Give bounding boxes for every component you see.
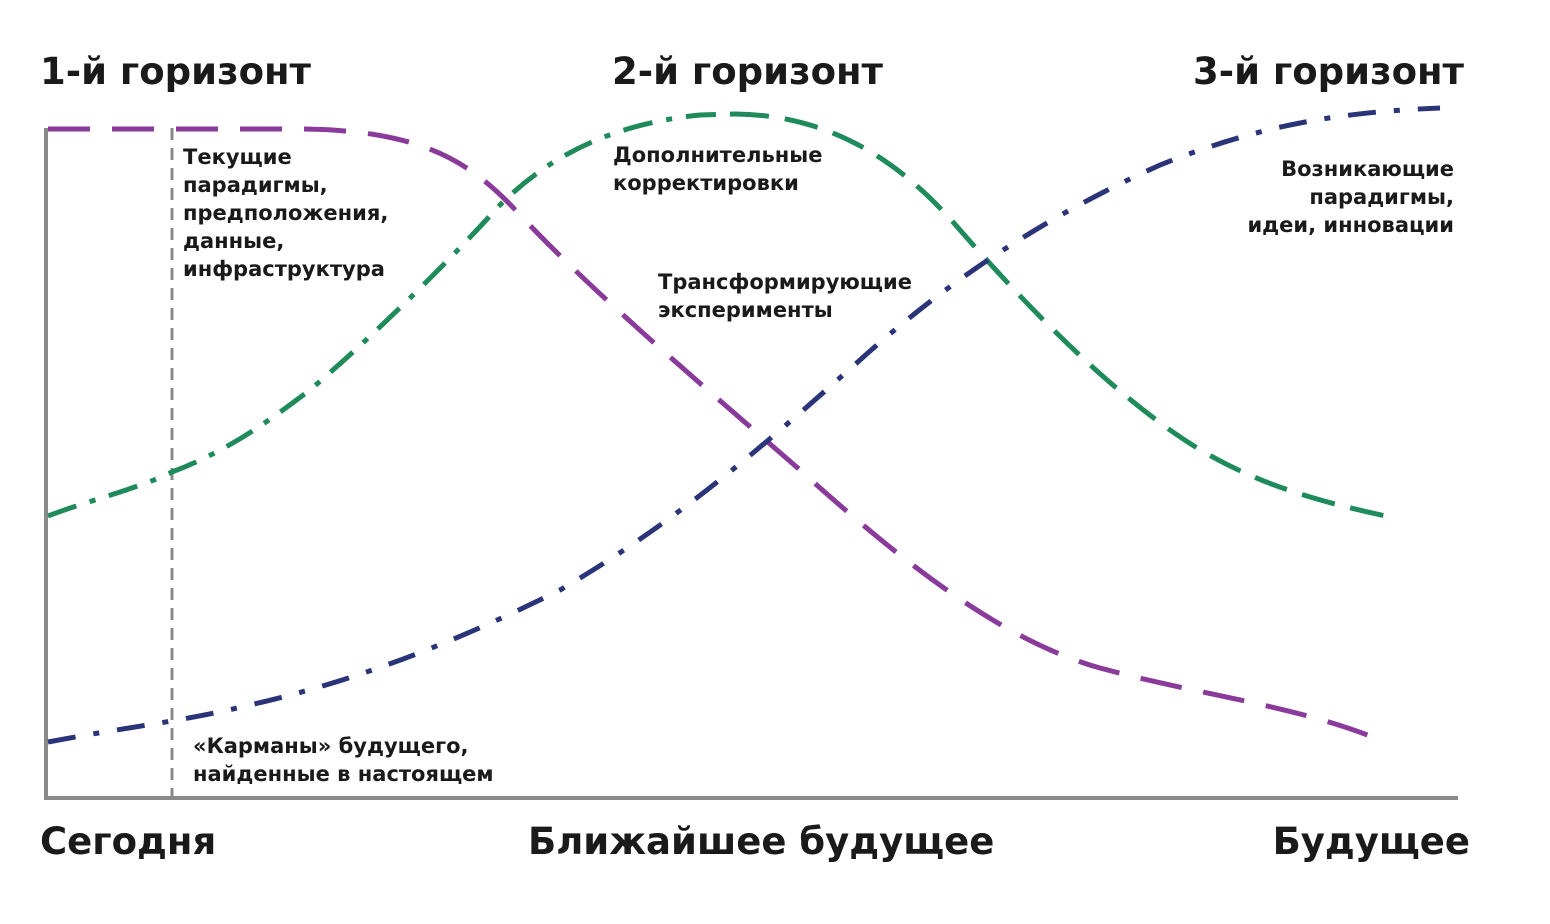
horizon-1-curve [48, 126, 1371, 739]
note-emerging-paradigms: Возникающие парадигмы, идеи, инновации [1247, 157, 1454, 237]
note-current-paradigms: Текущие парадигмы, предположения, данные… [183, 145, 389, 281]
note-pockets-of-future: «Карманы» будущего, найденные в настояще… [193, 734, 494, 786]
axis-label-future: Будущее [1272, 820, 1470, 863]
note-additional-adjustments: Дополнительные корректировки [613, 143, 823, 195]
horizon-1-heading: 1-й горизонт [40, 50, 311, 93]
axis-label-near-future: Ближайшее будущее [528, 820, 995, 863]
axis-label-today: Сегодня [40, 820, 217, 863]
note-transforming-experiments: Трансформирующие эксперименты [658, 270, 912, 322]
horizon-2-heading: 2-й горизонт [612, 50, 883, 93]
horizon-2-curve-dashed [734, 111, 1396, 521]
horizon-3-heading: 3-й горизонт [1193, 50, 1464, 93]
horizon-3-curve [47, 105, 1441, 745]
